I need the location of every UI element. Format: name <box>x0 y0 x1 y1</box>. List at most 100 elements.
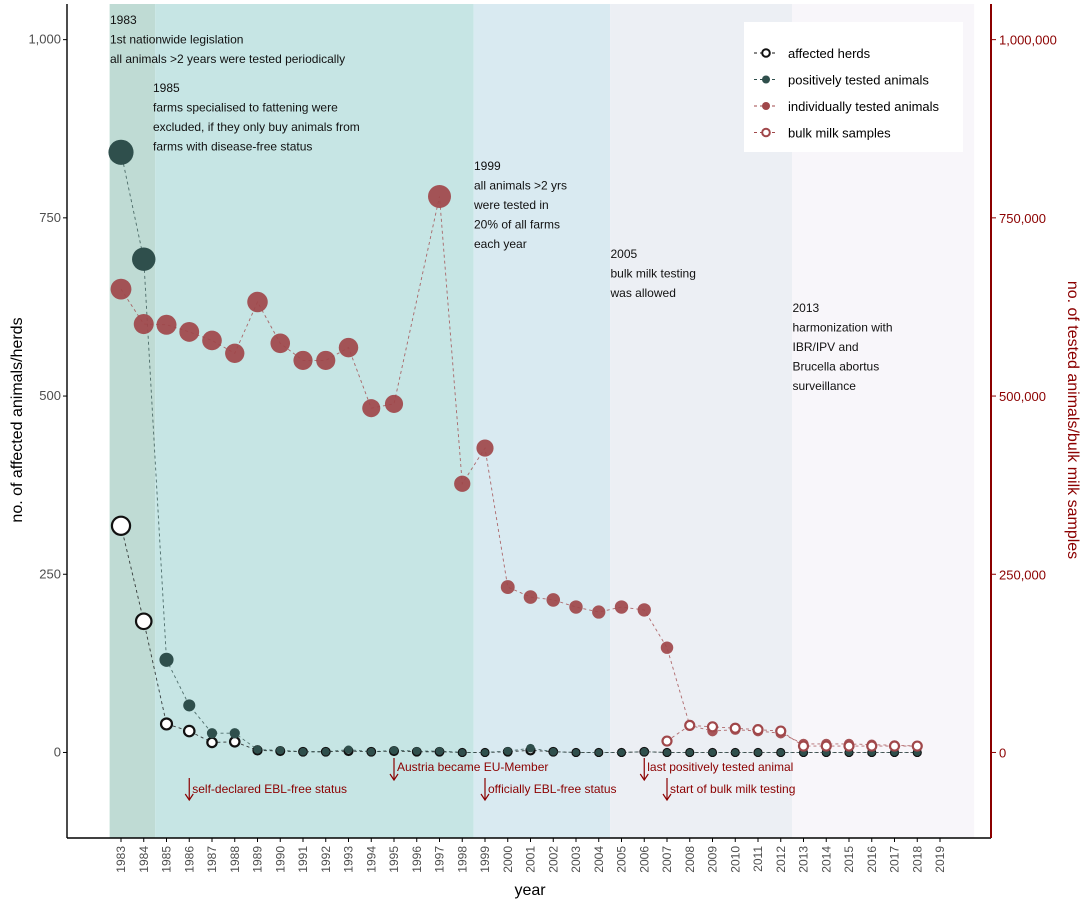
point-bulk-milk-samples-2015 <box>843 740 855 752</box>
point-positively-tested-animals-2000 <box>503 747 512 755</box>
x-tick-label-2008: 2008 <box>683 846 697 873</box>
point-bulk-milk-samples-2011 <box>752 724 764 736</box>
event-markers: self-declared EBL-free status Austria bec… <box>184 758 795 802</box>
y-right-tick-label-250000: 250,000 <box>999 567 1046 582</box>
legend-marker-3 <box>762 102 770 110</box>
event-label-1999: officially EBL-free status <box>488 782 617 796</box>
legend: affected herds positively tested animals i… <box>744 22 963 152</box>
x-tick-label-2000: 2000 <box>501 846 515 873</box>
x-tick-label-2001: 2001 <box>524 846 538 873</box>
legend-label-2: positively tested animals <box>788 73 929 88</box>
point-positively-tested-animals-2008 <box>686 748 694 756</box>
point-positively-tested-animals-2006 <box>640 747 649 756</box>
period-band-2 <box>155 4 474 838</box>
point-bulk-milk-samples-2013 <box>797 740 810 752</box>
annotation-1983-line-1: 1983 <box>110 13 137 27</box>
point-individually-tested-animals-2001 <box>523 590 538 604</box>
annotation-1999-line-1: 1999 <box>474 159 501 173</box>
point-positively-tested-animals-1998 <box>458 748 466 756</box>
annotation-1985-line-4: farms with disease-free status <box>153 140 312 154</box>
point-positively-tested-animals-2002 <box>549 747 558 756</box>
annotation-2013-line-4: Brucella abortus <box>793 360 880 374</box>
point-individually-tested-animals-1999 <box>476 439 494 457</box>
annotation-2013-line-1: 2013 <box>793 301 820 315</box>
y-right-tick-label-0: 0 <box>999 745 1006 760</box>
x-tick-label-1998: 1998 <box>455 846 469 873</box>
annotation-1985-line-3: excluded, if they only buy animals from <box>153 120 360 134</box>
annotation-2013-line-5: surveillance <box>793 379 857 393</box>
legend-box <box>744 22 963 152</box>
x-tick-label-2018: 2018 <box>910 846 924 873</box>
point-positively-tested-animals-1990 <box>276 746 285 755</box>
event-arrowhead-1999 <box>480 793 490 802</box>
y-right-tick-label-1000000: 1,000,000 <box>999 33 1057 48</box>
y-left-tick-label-750: 750 <box>39 210 61 225</box>
x-tick-label-1993: 1993 <box>342 846 356 873</box>
legend-label-3: individually tested animals <box>788 99 940 114</box>
point-bulk-milk-samples-2018 <box>911 740 923 752</box>
point-individually-tested-animals-2004 <box>592 605 606 619</box>
y-left-tick-label-250: 250 <box>39 566 61 581</box>
event-arrowhead-2006 <box>639 773 649 782</box>
point-affected-herds-1983 <box>110 515 132 536</box>
point-positively-tested-animals-1988 <box>229 728 240 739</box>
x-tick-label-2011: 2011 <box>751 846 765 872</box>
event-arrowhead-1995 <box>389 773 399 782</box>
x-tick-label-2006: 2006 <box>637 846 651 873</box>
point-bulk-milk-samples-2012 <box>775 725 787 737</box>
series-layer <box>108 139 923 758</box>
x-tick-label-2019: 2019 <box>933 846 947 873</box>
point-positively-tested-animals-2010 <box>731 748 739 756</box>
y-left-tick-label-500: 500 <box>39 388 61 403</box>
axes-layer: 0 250 500 750 1,000 0 250,000 500,000 750,000 1,0… <box>28 4 1057 873</box>
point-bulk-milk-samples-2010 <box>729 722 741 734</box>
x-tick-label-1995: 1995 <box>387 846 401 873</box>
x-tick-label-1984: 1984 <box>137 846 151 873</box>
point-bulk-milk-samples-2007 <box>661 735 673 747</box>
point-individually-tested-animals-1994 <box>362 399 381 418</box>
x-tick-label-1990: 1990 <box>273 846 287 873</box>
x-tick-label-1987: 1987 <box>205 846 219 873</box>
annotation-1985-line-1: 1985 <box>153 81 180 95</box>
series-line-2 <box>120 152 918 753</box>
event-arrowhead-2007 <box>662 793 672 802</box>
point-individually-tested-animals-1991 <box>293 350 313 370</box>
point-bulk-milk-samples-2017 <box>888 740 901 752</box>
point-affected-herds-1985 <box>159 717 174 731</box>
annotation-2005-line-3: was allowed <box>610 286 676 300</box>
annotation-2005-line-2: bulk milk testing <box>611 267 696 281</box>
point-individually-tested-animals-1998 <box>454 475 471 492</box>
x-tick-label-1986: 1986 <box>182 846 196 873</box>
x-tick-label-2007: 2007 <box>660 846 674 873</box>
x-tick-label-2010: 2010 <box>728 846 742 873</box>
annotation-1999-line-2: all animals >2 yrs <box>474 179 567 193</box>
point-individually-tested-animals-1992 <box>316 350 336 370</box>
series-line-3 <box>120 196 918 747</box>
point-positively-tested-animals-2005 <box>618 748 625 756</box>
point-positively-tested-animals-2004 <box>595 748 603 756</box>
point-individually-tested-animals-1987 <box>202 330 222 351</box>
x-tick-label-1999: 1999 <box>478 846 492 873</box>
point-positively-tested-animals-1994 <box>367 747 376 756</box>
x-tick-label-2014: 2014 <box>819 846 833 873</box>
x-tick-label-2016: 2016 <box>865 846 879 873</box>
annotation-2013-line-2: harmonization with <box>793 321 893 335</box>
x-tick-label-2009: 2009 <box>706 846 720 873</box>
y-right-tick-label-500000: 500,000 <box>999 389 1046 404</box>
legend-label-4: bulk milk samples <box>788 126 891 141</box>
point-positively-tested-animals-1987 <box>206 728 218 739</box>
point-positively-tested-animals-1985 <box>159 652 174 667</box>
period-annotations: 1983 1st nationwide legislation all animal… <box>110 13 893 393</box>
point-individually-tested-animals-1997 <box>428 184 451 208</box>
point-positively-tested-animals-1992 <box>321 747 330 756</box>
y-left-tick-label-1000: 1,000 <box>28 32 61 47</box>
point-affected-herds-1988 <box>228 735 241 748</box>
y-axis-left-title: no. of affected animals/herds <box>9 317 26 522</box>
annotation-1999-line-5: each year <box>474 237 527 251</box>
x-tick-label-2015: 2015 <box>842 846 856 873</box>
point-positively-tested-animals-1996 <box>412 747 421 755</box>
event-label-2006: last positively tested animal <box>647 760 793 774</box>
point-individually-tested-animals-2002 <box>546 593 561 607</box>
x-axis-title: year <box>514 882 546 899</box>
